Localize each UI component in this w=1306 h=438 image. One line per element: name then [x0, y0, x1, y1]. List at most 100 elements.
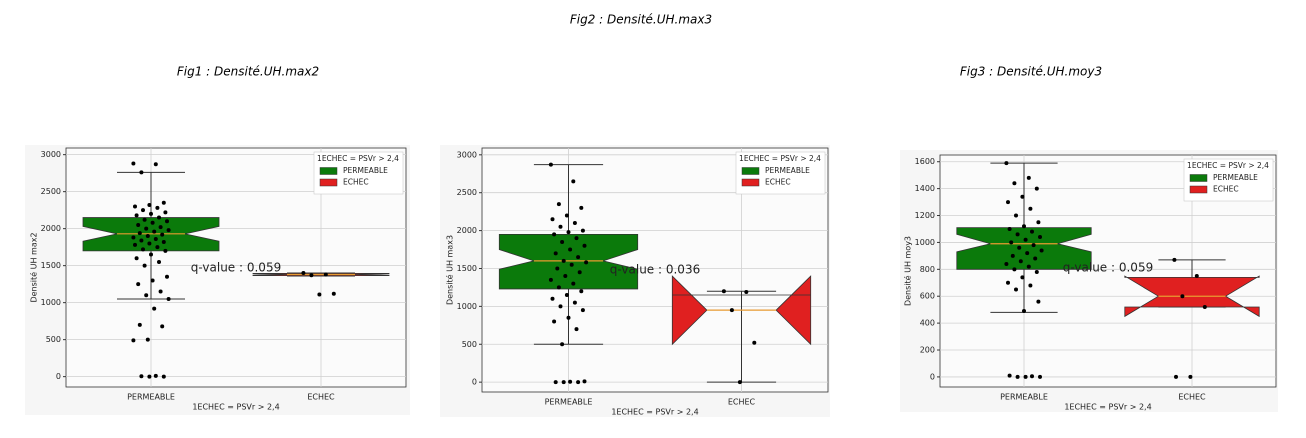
data-point [147, 374, 152, 379]
data-point [163, 210, 168, 215]
legend-label: ECHEC [1213, 185, 1239, 194]
y-axis-label: Densité UH max3 [445, 235, 455, 305]
box [671, 275, 812, 346]
data-point [1018, 259, 1023, 264]
data-point [1006, 200, 1010, 205]
data-point [141, 247, 145, 252]
y-tick-label: 2500 [457, 188, 477, 197]
y-tick-label: 1000 [915, 238, 935, 247]
x-tick-label: PERMEABLE [127, 393, 175, 402]
data-point [1026, 175, 1031, 180]
data-point [139, 374, 144, 379]
data-point [579, 205, 584, 210]
data-point [577, 270, 582, 275]
data-point [560, 342, 565, 347]
data-point [160, 232, 165, 237]
data-point [161, 374, 166, 379]
data-point [1023, 374, 1028, 379]
data-point [1172, 257, 1177, 262]
data-point [574, 327, 579, 332]
data-point [552, 232, 557, 237]
data-point [161, 200, 166, 205]
data-point [1022, 224, 1026, 229]
data-point [137, 322, 142, 327]
data-point [155, 245, 160, 250]
x-tick-label: ECHEC [728, 398, 756, 407]
data-point [1004, 161, 1009, 166]
data-point [1004, 261, 1009, 266]
y-tick-label: 3000 [457, 150, 477, 159]
y-tick-label: 500 [462, 340, 477, 349]
x-tick-label: PERMEABLE [545, 398, 593, 407]
y-tick-label: 500 [46, 335, 61, 344]
data-point [737, 380, 742, 385]
y-tick-label: 0 [472, 378, 477, 387]
data-point [584, 260, 589, 265]
y-tick-label: 2000 [457, 226, 477, 235]
data-point [582, 379, 587, 384]
data-point [136, 282, 141, 287]
data-point [572, 300, 577, 305]
data-point [145, 337, 150, 342]
data-point [569, 262, 574, 267]
data-point [161, 239, 166, 244]
figure-caption: Fig3 : Densité.UH.moy3 [960, 65, 1102, 79]
data-point [153, 162, 158, 167]
data-point [1026, 264, 1031, 269]
data-point [136, 222, 141, 227]
data-point [576, 380, 581, 385]
data-point [166, 296, 171, 301]
data-point [134, 213, 139, 218]
data-point [141, 208, 145, 213]
data-point [145, 234, 150, 239]
x-tick-label: ECHEC [307, 393, 335, 402]
data-point [147, 241, 152, 246]
data-point [1012, 267, 1017, 272]
data-point [133, 204, 137, 209]
data-point [548, 162, 553, 167]
data-point [574, 236, 579, 241]
data-point [309, 273, 314, 278]
legend-swatch [319, 178, 338, 187]
data-point [152, 229, 157, 234]
data-point [1007, 226, 1012, 231]
box [956, 227, 1092, 270]
data-point [563, 274, 568, 279]
y-tick-label: 2500 [41, 187, 61, 196]
data-point [144, 293, 149, 298]
data-point [568, 247, 573, 252]
data-point [301, 271, 306, 276]
data-point [576, 255, 581, 260]
legend-swatch [1189, 174, 1208, 182]
data-point [1022, 309, 1026, 314]
data-point [560, 239, 565, 244]
y-tick-label: 1000 [457, 302, 477, 311]
data-point [564, 293, 569, 298]
legend-label: ECHEC [765, 178, 791, 187]
y-axis-label: Densité UH max2 [29, 232, 39, 302]
data-point [1174, 374, 1178, 379]
data-point [155, 205, 160, 210]
data-point [572, 221, 577, 226]
y-tick-label: 600 [920, 292, 935, 301]
data-point [580, 228, 585, 233]
data-point [149, 211, 153, 216]
data-point [153, 373, 158, 378]
data-point [166, 228, 171, 233]
data-point [729, 308, 734, 313]
data-point [550, 217, 555, 222]
data-point [1038, 235, 1042, 240]
x-tick-label: PERMEABLE [1000, 393, 1048, 402]
data-point [1180, 294, 1185, 299]
data-point [157, 215, 161, 220]
y-tick-label: 1000 [41, 298, 61, 307]
data-point [1202, 304, 1207, 309]
data-point [131, 161, 136, 166]
data-point [1007, 373, 1012, 378]
data-point [131, 235, 136, 240]
legend-swatch [1189, 185, 1208, 194]
y-tick-label: 1500 [41, 261, 61, 270]
data-point [153, 237, 158, 242]
data-point [1014, 287, 1018, 292]
